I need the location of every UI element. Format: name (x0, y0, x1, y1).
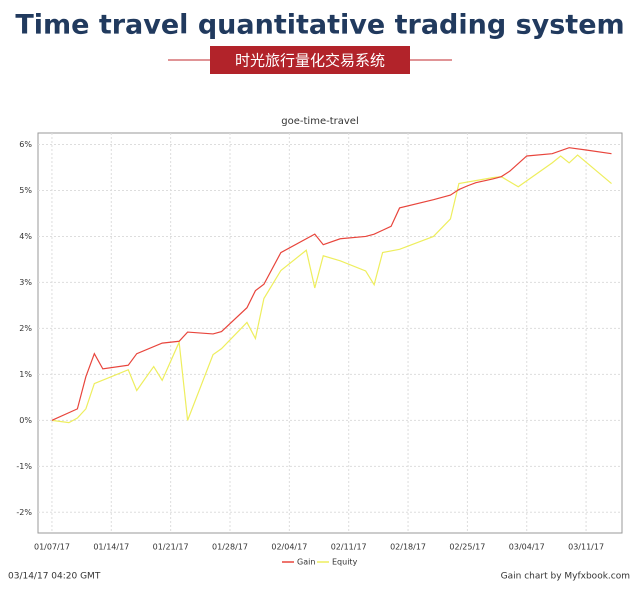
y-tick-label: -1% (16, 462, 32, 471)
x-tick-label: 03/11/17 (568, 543, 604, 552)
x-tick-label: 01/28/17 (212, 543, 248, 552)
y-tick-label: 5% (19, 186, 32, 195)
banner-text: 时光旅行量化交易系统 (235, 52, 385, 70)
series-line (51, 147, 612, 421)
x-tick-label: 01/07/17 (34, 543, 70, 552)
legend-label: Equity (332, 558, 358, 567)
page-title: Time travel quantitative trading system (15, 10, 624, 41)
y-tick-label: -2% (16, 508, 32, 517)
x-tick-label: 01/21/17 (153, 543, 189, 552)
y-tick-label: 1% (19, 370, 32, 379)
credit: Gain chart by Myfxbook.com (501, 572, 630, 582)
plot-frame (37, 132, 623, 534)
x-tick-label: 01/14/17 (93, 543, 129, 552)
x-tick-label: 02/04/17 (271, 543, 307, 552)
banner (210, 46, 410, 74)
x-tick-label: 02/11/17 (331, 543, 367, 552)
legend-label: Gain (297, 558, 315, 567)
x-tick-label: 02/25/17 (449, 543, 485, 552)
y-tick-label: 3% (19, 278, 32, 287)
timestamp: 03/14/17 04:20 GMT (8, 572, 101, 582)
y-tick-label: 2% (19, 324, 32, 333)
x-tick-label: 03/04/17 (509, 543, 545, 552)
y-tick-label: 6% (19, 140, 32, 149)
y-tick-label: 0% (19, 416, 32, 425)
series-line (51, 154, 612, 424)
chart-title: goe-time-travel (281, 116, 358, 127)
y-tick-label: 4% (19, 232, 32, 241)
x-tick-label: 02/18/17 (390, 543, 426, 552)
